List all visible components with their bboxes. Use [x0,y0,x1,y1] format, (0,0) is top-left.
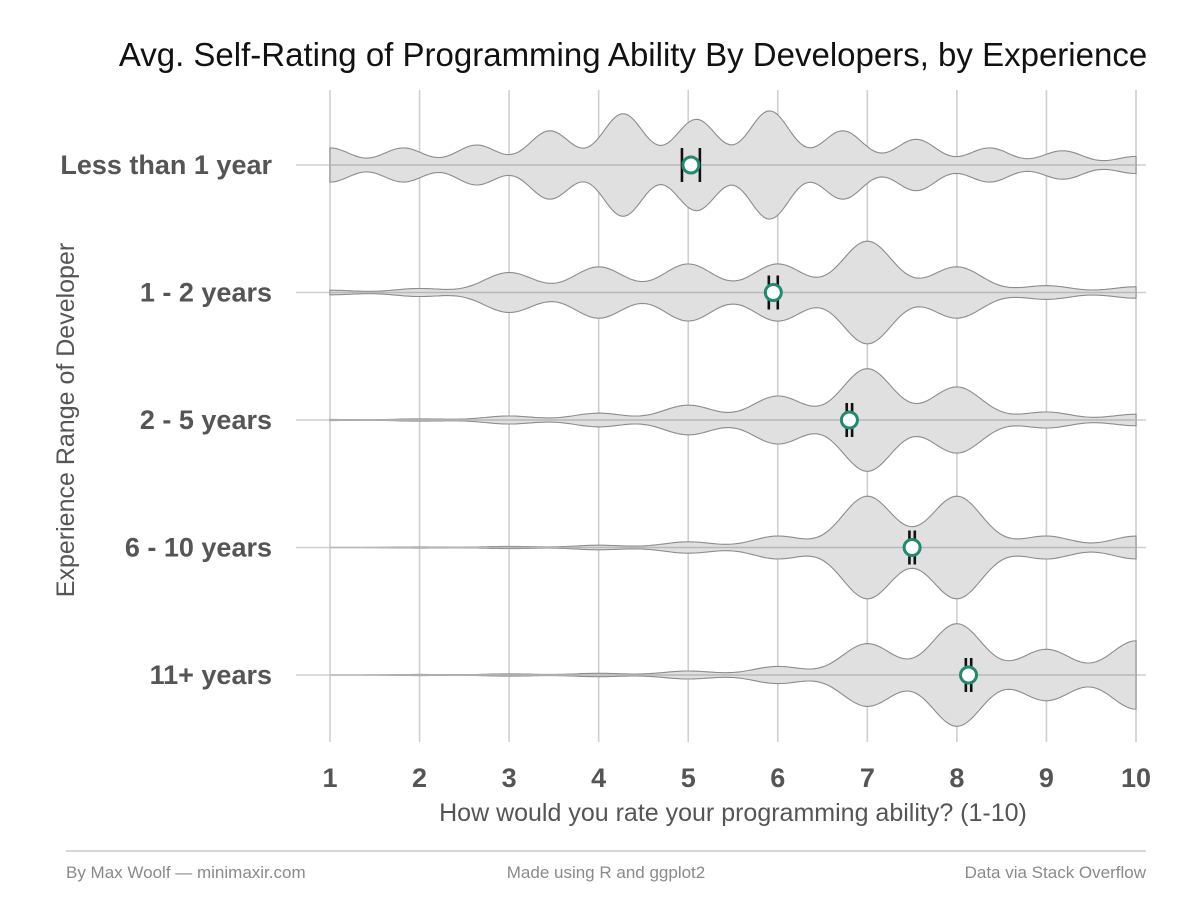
y-category-label: 6 - 10 years [125,533,272,563]
footer-author: By Max Woolf — minimaxir.com [66,863,306,882]
x-tick-label: 8 [949,763,964,793]
mean-point [681,155,701,175]
x-tick-label: 9 [1039,763,1054,793]
x-axis-title: How would you rate your programming abil… [439,799,1027,827]
mean-point [839,410,859,430]
x-tick-label: 7 [860,763,875,793]
footer-source: Data via Stack Overflow [965,863,1147,882]
x-tick-label: 4 [591,763,606,793]
x-tick-label: 6 [770,763,785,793]
mean-point [902,538,922,557]
y-category-label: 2 - 5 years [140,405,272,435]
y-category-label: 11+ years [150,660,272,690]
chart-title: Avg. Self-Rating of Programming Ability … [119,36,1147,73]
x-tick-label: 5 [681,763,696,793]
footer-tools: Made using R and ggplot2 [507,863,705,882]
x-tick-label: 10 [1121,763,1151,793]
x-axis-labels: 1 2 3 4 5 6 7 8 9 10 [322,763,1151,793]
x-tick-label: 2 [412,763,427,793]
x-tick-label: 1 [322,763,337,793]
violins [329,110,1137,727]
mean-point [959,665,979,685]
x-tick-label: 3 [502,763,517,793]
mean-point [763,283,783,302]
y-axis-labels: Less than 1 year 1 - 2 years 2 - 5 years 6 … [60,150,272,690]
y-category-label: Less than 1 year [60,150,272,180]
y-category-label: 1 - 2 years [140,278,272,308]
y-axis-title: Experience Range of Developer [52,243,80,597]
mean-markers [680,148,979,692]
